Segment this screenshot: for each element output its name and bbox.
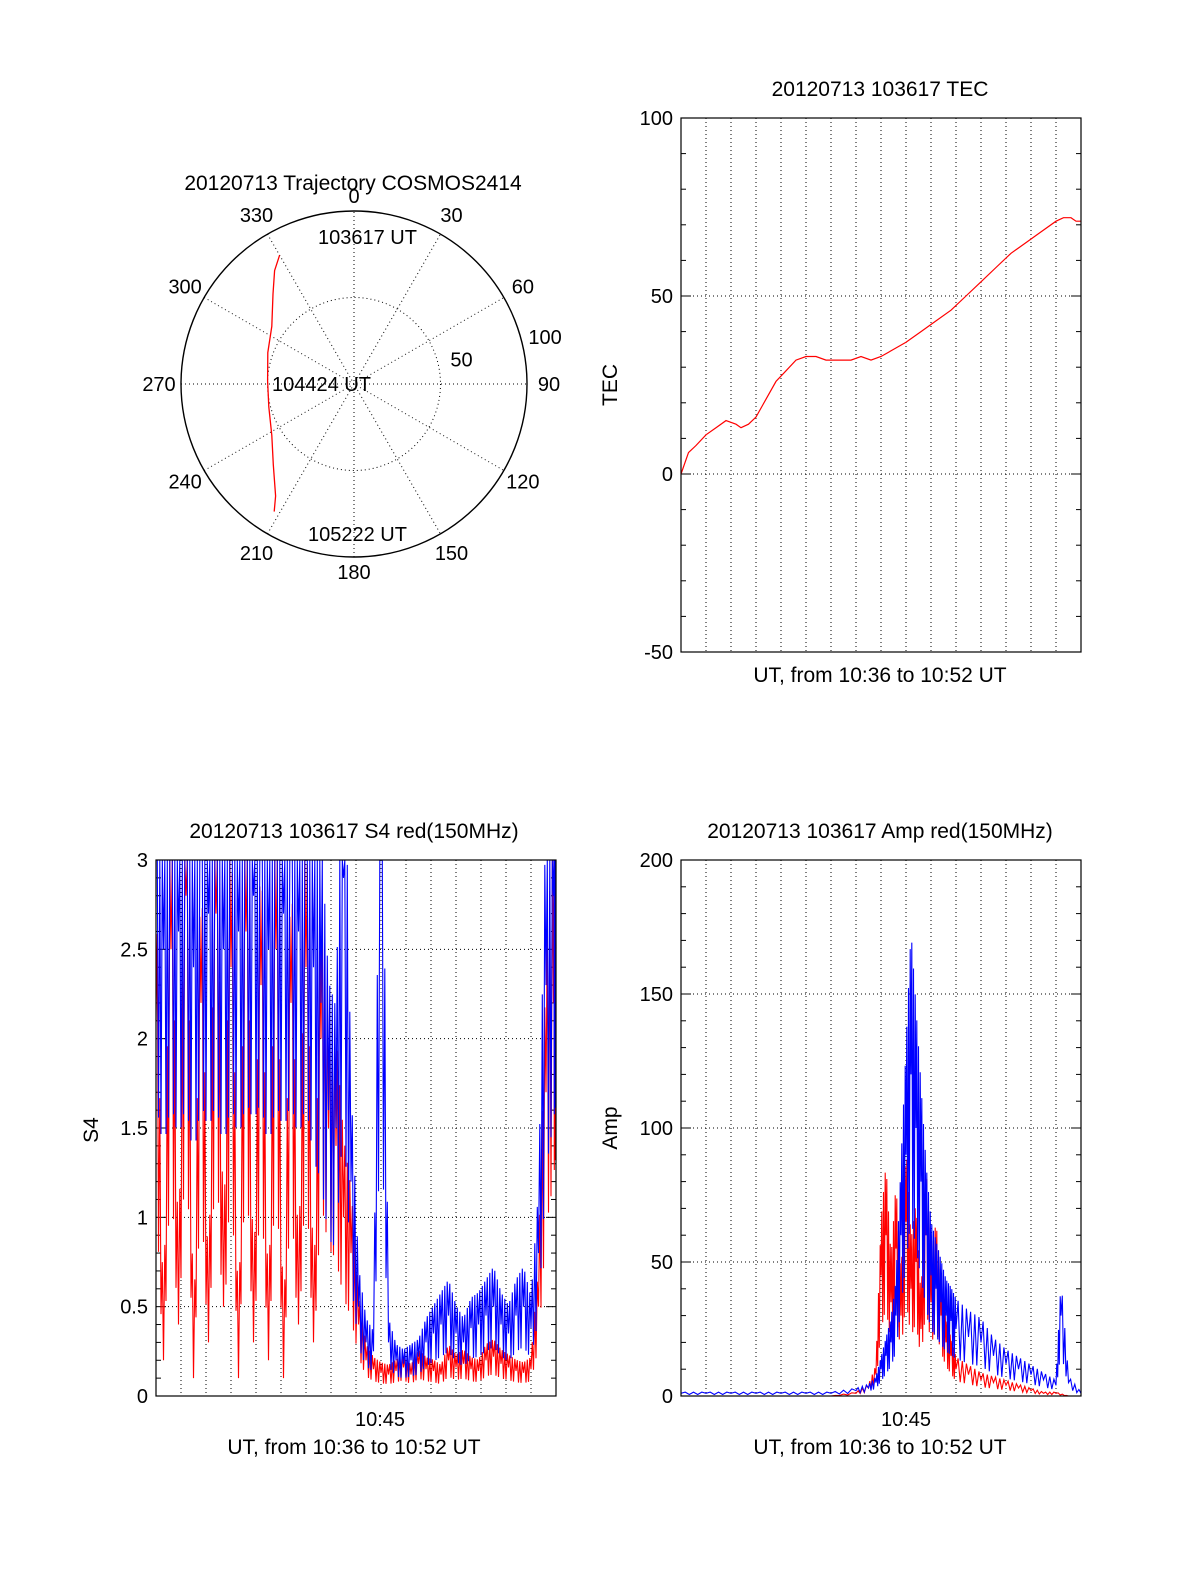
s4-title: 20120713 103617 S4 red(150MHz) [189, 820, 518, 843]
polar-angle-label: 150 [435, 543, 468, 565]
polar-angle-label: 0 [348, 186, 359, 208]
s4-series-blue-line [156, 859, 557, 1378]
y-tick-label: 50 [651, 286, 673, 308]
polar-angle-label: 90 [538, 374, 560, 396]
y-tick-label: 200 [640, 850, 673, 872]
y-tick-label: 100 [640, 108, 673, 130]
polar-angle-label: 180 [337, 562, 370, 584]
s4-plot-frame [155, 859, 557, 1397]
polar-angle-label: 120 [506, 472, 539, 494]
polar-angle-label: 270 [142, 374, 175, 396]
s4-panel: 20120713 103617 S4 red(150MHz) 0 0.5 1 1.5 2… [80, 820, 557, 1459]
y-tick-label: 2 [137, 1029, 148, 1051]
polar-grid [180, 210, 528, 558]
y-tick-label: 3 [137, 850, 148, 872]
y-tick-label: 0.5 [120, 1297, 148, 1319]
amp-panel: 20120713 103617 Amp red(150MHz) 0 50 100 15… [599, 820, 1082, 1459]
trajectory-mid-label: 104424 UT [272, 374, 371, 396]
s4-series-red-line [155, 859, 557, 1384]
amp-xlabel: UT, from 10:36 to 10:52 UT [753, 1436, 1006, 1459]
tec-grid [681, 117, 1081, 653]
y-tick-label: 100 [640, 1118, 673, 1140]
s4-ylabel: S4 [80, 1117, 103, 1143]
s4-xlabel: UT, from 10:36 to 10:52 UT [227, 1436, 480, 1459]
amp-series-blue-line [680, 942, 1082, 1396]
polar-angle-label: 60 [512, 277, 534, 299]
polar-radius-label: 100 [528, 327, 561, 349]
polar-title: 20120713 Trajectory COSMOS2414 [184, 172, 522, 195]
tec-panel: 20120713 103617 TEC 100 50 0 -50 UT, from 1… [599, 78, 1082, 687]
polar-spoke [267, 233, 441, 535]
y-tick-label: 0 [662, 1386, 673, 1408]
tec-xlabel: UT, from 10:36 to 10:52 UT [753, 664, 1006, 687]
s4-yticks: 0 0.5 1 1.5 2 2.5 3 [120, 850, 148, 1408]
amp-xtick-label: 10:45 [881, 1409, 931, 1431]
tec-title: 20120713 103617 TEC [772, 78, 989, 101]
y-tick-label: 2.5 [120, 939, 148, 961]
amp-grid [681, 859, 1081, 1397]
amp-yticks: 0 50 100 150 200 [640, 850, 673, 1408]
polar-radius-label: 50 [450, 350, 472, 372]
polar-angle-label: 30 [440, 205, 462, 227]
polar-inner-circle [267, 297, 441, 471]
polar-angle-label: 240 [168, 472, 201, 494]
trajectory-line [266, 254, 281, 512]
polar-panel: 20120713 Trajectory COSMOS2414 0 30 60 90 12… [142, 172, 561, 584]
tec-plot-frame [680, 117, 1082, 653]
y-tick-label: -50 [644, 642, 673, 664]
s4-xtick-label: 10:45 [355, 1409, 405, 1431]
tec-ylabel: TEC [599, 364, 622, 406]
amp-title: 20120713 103617 Amp red(150MHz) [707, 820, 1053, 843]
tec-yticks: 100 50 0 -50 [640, 108, 673, 664]
trajectory-start-label: 103617 UT [318, 227, 417, 249]
y-tick-label: 50 [651, 1252, 673, 1274]
y-tick-label: 150 [640, 984, 673, 1006]
trajectory-end-label: 105222 UT [308, 524, 407, 546]
y-tick-label: 0 [662, 464, 673, 486]
polar-angle-label: 210 [240, 543, 273, 565]
amp-ylabel: Amp [599, 1106, 622, 1149]
polar-labels: 0 30 60 90 120 150 180 210 240 270 300 330 50 100 [142, 186, 561, 584]
tec-series-line [680, 217, 1081, 475]
amp-plot-frame [680, 859, 1082, 1397]
polar-angle-label: 300 [168, 277, 201, 299]
y-tick-label: 1 [137, 1207, 148, 1229]
y-tick-label: 0 [137, 1386, 148, 1408]
y-tick-label: 1.5 [120, 1118, 148, 1140]
polar-angle-label: 330 [240, 205, 273, 227]
